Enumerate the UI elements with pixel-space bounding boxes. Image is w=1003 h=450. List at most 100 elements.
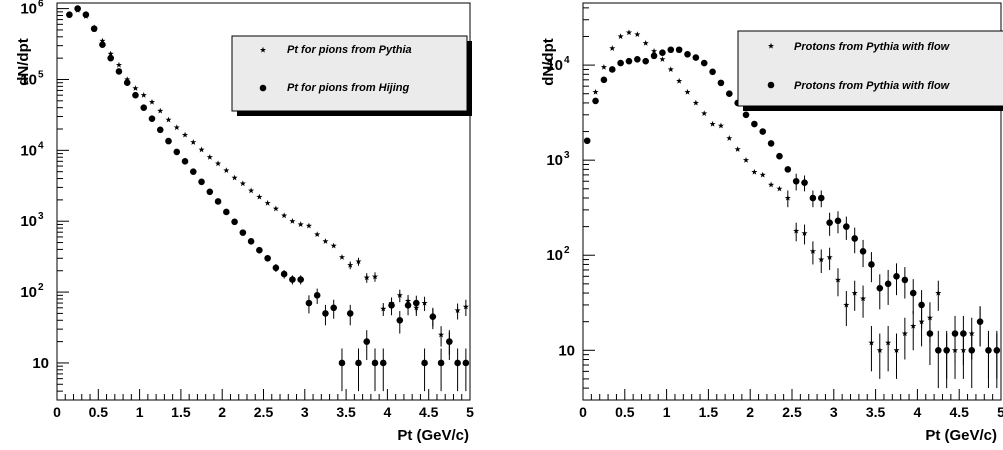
left-data-point bbox=[421, 359, 428, 367]
left-data-point bbox=[247, 238, 255, 245]
left-y-tick-exponent: 4 bbox=[38, 140, 44, 151]
right-data-point bbox=[893, 273, 900, 280]
right-x-tick-label: 2.5 bbox=[782, 404, 802, 420]
right-y-tick-label: 10 bbox=[558, 342, 575, 359]
right-data-point bbox=[843, 223, 850, 230]
left-data-point bbox=[289, 276, 296, 283]
right-data-point bbox=[901, 330, 908, 337]
left-data-point bbox=[313, 292, 321, 299]
left-data-point bbox=[281, 212, 288, 219]
right-data-point bbox=[935, 346, 942, 354]
left-data-point bbox=[305, 222, 312, 229]
right-data-point bbox=[709, 68, 716, 76]
right-data-point bbox=[985, 346, 992, 354]
right-y-tick-exponent: 3 bbox=[564, 150, 570, 161]
right-data-point bbox=[651, 48, 658, 54]
left-data-point bbox=[132, 91, 139, 99]
right-data-point bbox=[751, 120, 758, 128]
left-data-point bbox=[115, 61, 122, 68]
left-data-point bbox=[206, 188, 214, 196]
left-x-tick-label: 1 bbox=[136, 404, 144, 420]
right-x-tick-label: 1 bbox=[663, 404, 671, 420]
right-data-point bbox=[717, 79, 725, 87]
right-data-point bbox=[817, 194, 825, 202]
left-y-tick-exponent: 2 bbox=[38, 282, 44, 293]
right-data-point bbox=[609, 45, 616, 51]
right-x-axis-label: Pt (GeV/c) bbox=[925, 427, 997, 444]
right-data-point bbox=[583, 137, 591, 145]
left-data-point bbox=[421, 299, 428, 306]
left-data-point bbox=[289, 218, 296, 224]
right-data-point bbox=[642, 57, 649, 65]
left-data-point bbox=[124, 76, 131, 83]
right-data-point bbox=[776, 185, 783, 192]
left-legend-label-pythia: Pt for pions from Pythia bbox=[287, 44, 412, 56]
left-data-point bbox=[256, 193, 263, 200]
left-y-axis-label: dN/dpt bbox=[15, 38, 32, 85]
right-data-point bbox=[809, 194, 817, 202]
left-data-point bbox=[181, 158, 189, 165]
left-data-point bbox=[181, 131, 189, 138]
left-data-point bbox=[256, 246, 263, 254]
left-data-point bbox=[437, 359, 445, 367]
right-data-point bbox=[659, 49, 666, 57]
left-data-point bbox=[322, 310, 329, 317]
right-y-tick-label: 10 bbox=[546, 247, 563, 264]
right-x-tick-label: 4 bbox=[914, 404, 922, 420]
right-data-point bbox=[910, 322, 917, 329]
right-legend: Protons from Pythia with flow Protons fr… bbox=[737, 30, 1003, 111]
left-data-point bbox=[198, 146, 205, 153]
right-data-point bbox=[851, 289, 858, 296]
right-data-point bbox=[893, 347, 900, 353]
left-data-point bbox=[438, 331, 445, 338]
left-x-tick-label: 4 bbox=[384, 404, 392, 420]
left-data-point bbox=[297, 276, 304, 283]
left-data-point bbox=[82, 11, 90, 19]
left-data-point bbox=[396, 316, 404, 324]
left-data-point bbox=[231, 174, 238, 181]
right-data-point bbox=[776, 152, 783, 160]
left-data-point bbox=[190, 139, 197, 145]
right-data-point bbox=[784, 166, 792, 173]
left-x-tick-label: 3.5 bbox=[336, 404, 356, 420]
left-data-point bbox=[462, 359, 470, 367]
left-data-point bbox=[239, 229, 247, 236]
left-y-tick-label: 10 bbox=[20, 284, 37, 301]
right-data-point bbox=[667, 46, 675, 54]
right-y-axis-label: dN/dpt bbox=[540, 38, 557, 85]
right-data-point bbox=[701, 110, 708, 117]
left-data-point bbox=[214, 198, 222, 205]
left-data-point bbox=[115, 68, 123, 75]
left-y-tick-label: 10 bbox=[32, 355, 49, 372]
right-data-point bbox=[909, 289, 917, 297]
right-data-point bbox=[592, 88, 599, 95]
right-legend-marker bbox=[767, 81, 775, 89]
left-x-tick-label: 4.5 bbox=[419, 404, 439, 420]
left-data-point bbox=[206, 154, 213, 160]
right-data-point bbox=[667, 66, 674, 73]
left-data-marks bbox=[66, 5, 470, 392]
left-x-tick-label: 2 bbox=[218, 404, 226, 420]
left-data-point bbox=[148, 115, 156, 122]
left-x-tick-label: 2.5 bbox=[254, 404, 274, 420]
right-data-point bbox=[801, 179, 808, 186]
left-data-point bbox=[215, 160, 222, 167]
left-legend-marker bbox=[259, 46, 267, 53]
right-data-point bbox=[951, 330, 959, 337]
left-data-point bbox=[223, 208, 230, 216]
left-data-point bbox=[248, 187, 255, 194]
left-y-tick-exponent: 5 bbox=[38, 69, 44, 80]
right-data-point bbox=[742, 111, 750, 119]
left-data-point bbox=[231, 218, 238, 226]
left-data-point bbox=[272, 205, 279, 212]
right-data-point bbox=[700, 59, 708, 67]
left-data-point bbox=[140, 92, 147, 98]
right-data-point bbox=[634, 31, 641, 38]
left-data-point bbox=[189, 168, 197, 175]
right-data-point bbox=[634, 56, 641, 63]
right-data-point bbox=[868, 261, 875, 268]
right-data-point bbox=[692, 54, 700, 61]
right-data-point bbox=[592, 97, 599, 105]
left-data-point bbox=[74, 5, 81, 12]
